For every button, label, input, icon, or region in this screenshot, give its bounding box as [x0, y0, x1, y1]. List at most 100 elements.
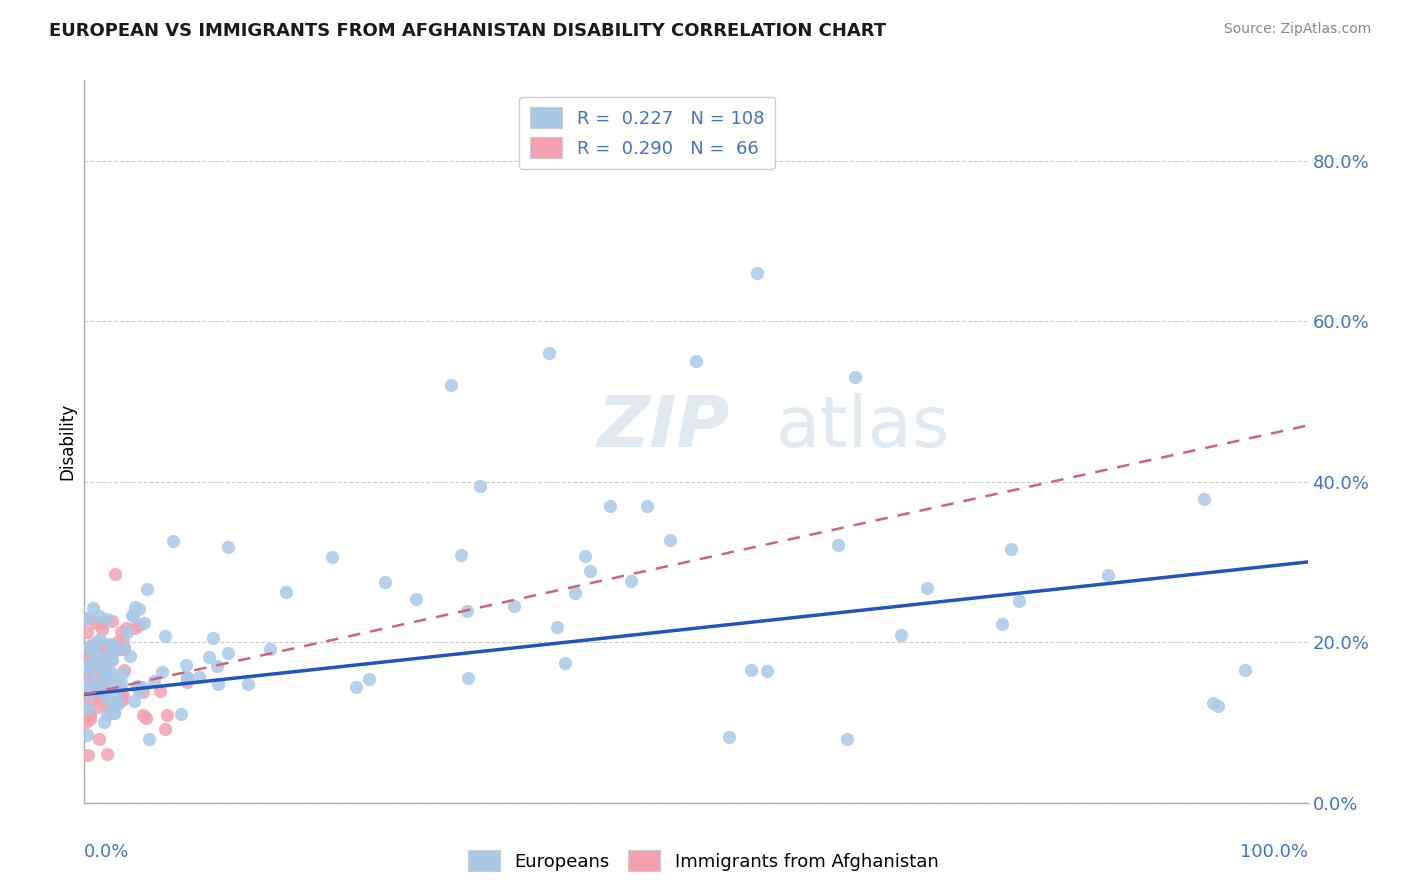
- Point: [84, 643, 107, 657]
- Point: [111, 632, 134, 647]
- Point: [1202, 696, 1225, 710]
- Point: [599, 499, 621, 513]
- Point: [110, 681, 132, 696]
- Point: [75, 714, 97, 729]
- Point: [83, 668, 105, 682]
- Point: [827, 538, 849, 552]
- Text: EUROPEAN VS IMMIGRANTS FROM AFGHANISTAN DISABILITY CORRELATION CHART: EUROPEAN VS IMMIGRANTS FROM AFGHANISTAN …: [49, 22, 886, 40]
- Point: [80, 682, 103, 697]
- Point: [82, 657, 104, 672]
- Point: [574, 549, 596, 564]
- Point: [76, 646, 98, 660]
- Point: [124, 600, 146, 615]
- Point: [112, 663, 135, 677]
- Point: [1234, 663, 1257, 677]
- Point: [97, 652, 120, 666]
- Point: [503, 599, 526, 613]
- Point: [83, 643, 105, 657]
- Point: [174, 657, 197, 672]
- Point: [112, 641, 135, 656]
- Point: [991, 617, 1014, 632]
- Point: [82, 601, 104, 615]
- Point: [87, 731, 110, 746]
- Point: [835, 731, 858, 746]
- Point: [122, 609, 145, 624]
- Point: [103, 639, 125, 653]
- Point: [93, 715, 115, 730]
- Point: [359, 672, 381, 686]
- Point: [76, 676, 98, 690]
- Point: [87, 690, 110, 704]
- Point: [89, 651, 111, 665]
- Point: [91, 622, 114, 636]
- Point: [103, 706, 125, 721]
- Point: [97, 701, 120, 715]
- Point: [84, 648, 107, 663]
- Point: [915, 581, 938, 595]
- Point: [153, 628, 176, 642]
- Point: [79, 712, 101, 726]
- Point: [176, 675, 198, 690]
- Point: [97, 673, 120, 688]
- Point: [76, 676, 98, 690]
- Point: [89, 658, 111, 673]
- Text: 100.0%: 100.0%: [1240, 843, 1308, 861]
- Point: [96, 612, 118, 626]
- Point: [76, 640, 98, 655]
- Point: [87, 609, 110, 624]
- Point: [76, 648, 98, 663]
- Point: [96, 639, 118, 653]
- Point: [84, 681, 107, 695]
- Point: [107, 696, 129, 710]
- Point: [538, 346, 561, 360]
- Legend: Europeans, Immigrants from Afghanistan: Europeans, Immigrants from Afghanistan: [460, 843, 946, 879]
- Point: [138, 731, 160, 746]
- Point: [105, 635, 128, 649]
- Point: [1097, 568, 1119, 582]
- Point: [105, 674, 128, 689]
- Point: [374, 575, 396, 590]
- Point: [87, 681, 110, 695]
- Point: [201, 631, 224, 645]
- Point: [107, 697, 129, 711]
- Point: [105, 643, 128, 657]
- Point: [84, 635, 107, 649]
- Point: [162, 533, 184, 548]
- Point: [79, 661, 101, 675]
- Point: [117, 625, 139, 640]
- Point: [1192, 491, 1215, 506]
- Point: [79, 684, 101, 698]
- Point: [79, 648, 101, 662]
- Point: [128, 684, 150, 698]
- Point: [76, 611, 98, 625]
- Point: [94, 659, 117, 673]
- Point: [740, 663, 762, 677]
- Text: ZIP: ZIP: [598, 392, 730, 461]
- Point: [685, 354, 707, 368]
- Point: [207, 677, 229, 691]
- Point: [890, 628, 912, 642]
- Point: [96, 707, 118, 722]
- Point: [76, 728, 98, 742]
- Point: [1000, 541, 1022, 556]
- Point: [112, 689, 135, 703]
- Point: [122, 694, 145, 708]
- Point: [96, 747, 118, 761]
- Text: 0.0%: 0.0%: [84, 843, 129, 861]
- Point: [93, 664, 115, 678]
- Point: [112, 640, 135, 654]
- Point: [131, 680, 153, 694]
- Point: [176, 670, 198, 684]
- Point: [197, 650, 219, 665]
- Point: [76, 657, 98, 671]
- Point: [75, 706, 97, 721]
- Point: [205, 659, 228, 673]
- Point: [87, 674, 110, 689]
- Point: [176, 671, 198, 685]
- Point: [101, 666, 124, 681]
- Point: [98, 667, 121, 681]
- Point: [844, 370, 866, 384]
- Point: [756, 664, 779, 678]
- Point: [132, 616, 155, 631]
- Point: [717, 730, 740, 744]
